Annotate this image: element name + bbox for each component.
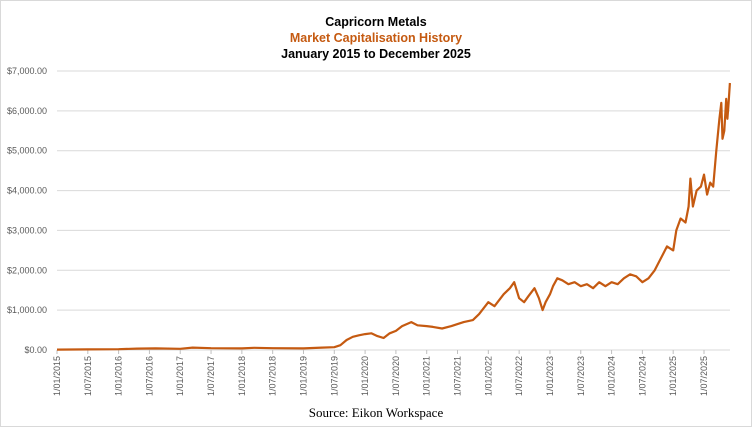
y-tick-label: $0.00 bbox=[24, 345, 47, 355]
chart-subtitle: Market Capitalisation History bbox=[289, 31, 463, 45]
x-tick-label: 1/07/2024 bbox=[637, 356, 647, 396]
series-line bbox=[56, 82, 731, 351]
x-tick-label: 1/07/2016 bbox=[144, 356, 154, 396]
y-tick-label: $5,000.00 bbox=[7, 146, 47, 156]
y-tick-label: $2,000.00 bbox=[7, 265, 47, 275]
x-tick-label: 1/01/2015 bbox=[52, 356, 62, 396]
x-tick-label: 1/07/2017 bbox=[206, 356, 216, 396]
x-tick-label: 1/01/2020 bbox=[360, 356, 370, 396]
x-tick-label: 1/07/2025 bbox=[699, 356, 709, 396]
y-tick-label: $1,000.00 bbox=[7, 305, 47, 315]
x-tick-label: 1/01/2023 bbox=[545, 356, 555, 396]
y-tick-label: $3,000.00 bbox=[7, 225, 47, 235]
x-tick-label: 1/07/2022 bbox=[514, 356, 524, 396]
x-tick-label: 1/07/2021 bbox=[453, 356, 463, 396]
x-tick-label: 1/07/2015 bbox=[83, 356, 93, 396]
chart-date-range: January 2015 to December 2025 bbox=[281, 47, 471, 61]
y-tick-label: $6,000.00 bbox=[7, 106, 47, 116]
x-tick-label: 1/01/2018 bbox=[237, 356, 247, 396]
x-tick-label: 1/07/2018 bbox=[268, 356, 278, 396]
chart-title: Capricorn Metals bbox=[325, 15, 427, 29]
y-tick-label: $4,000.00 bbox=[7, 186, 47, 196]
x-tick-label: 1/07/2020 bbox=[391, 356, 401, 396]
x-tick-label: 1/01/2019 bbox=[298, 356, 308, 396]
x-tick-label: 1/01/2021 bbox=[422, 356, 432, 396]
y-tick-label: $7,000.00 bbox=[7, 66, 47, 76]
x-tick-label: 1/07/2019 bbox=[329, 356, 339, 396]
x-tick-label: 1/07/2023 bbox=[576, 356, 586, 396]
chart-source: Source: Eikon Workspace bbox=[308, 405, 444, 420]
x-tick-label: 1/01/2016 bbox=[114, 356, 124, 396]
x-tick-label: 1/01/2022 bbox=[483, 356, 493, 396]
x-tick-label: 1/01/2017 bbox=[175, 356, 185, 396]
x-tick-label: 1/01/2024 bbox=[607, 356, 617, 396]
x-tick-label: 1/01/2025 bbox=[668, 356, 678, 396]
